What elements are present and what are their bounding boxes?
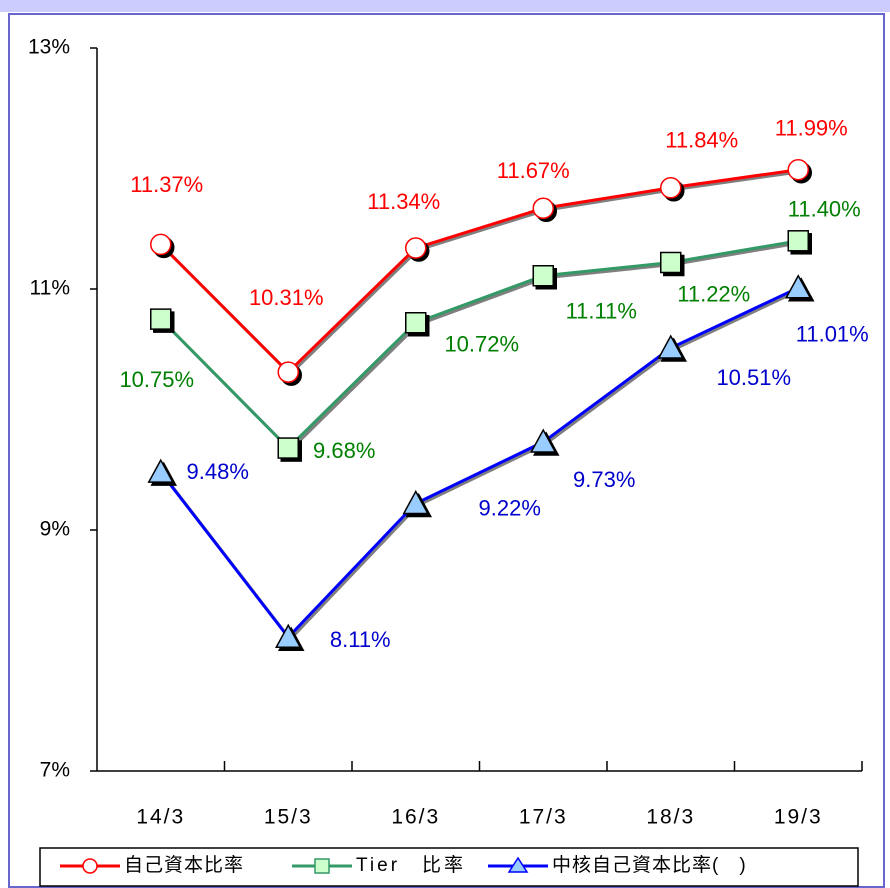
marker bbox=[147, 458, 175, 483]
value-label: 11.84% bbox=[665, 128, 738, 153]
top-band bbox=[0, 0, 890, 12]
marker bbox=[787, 230, 809, 252]
marker bbox=[657, 334, 685, 359]
value-label: 9.22% bbox=[479, 495, 541, 520]
marker bbox=[405, 237, 427, 259]
marker bbox=[784, 274, 812, 299]
y-tick-label: 7% bbox=[40, 759, 70, 782]
x-tick-label: 19/3 bbox=[774, 806, 823, 829]
marker bbox=[532, 197, 554, 220]
marker bbox=[660, 251, 682, 274]
legend-label: 中核自己資本比率( ) bbox=[552, 854, 747, 876]
x-tick-label: 15/3 bbox=[264, 806, 313, 829]
value-label: 11.67% bbox=[497, 158, 570, 183]
y-tick-label: 11% bbox=[30, 277, 70, 300]
legend-marker bbox=[82, 858, 98, 874]
marker bbox=[274, 623, 302, 648]
x-tick-label: 16/3 bbox=[391, 806, 440, 829]
x-tick-label: 14/3 bbox=[136, 806, 185, 829]
marker bbox=[402, 489, 430, 515]
y-tick-label: 9% bbox=[40, 518, 70, 541]
marker bbox=[660, 177, 682, 199]
value-label: 10.72% bbox=[444, 332, 519, 357]
value-label: 10.31% bbox=[249, 285, 324, 310]
frame bbox=[8, 13, 885, 888]
marker bbox=[405, 311, 427, 334]
marker bbox=[529, 428, 557, 453]
marker bbox=[787, 158, 809, 181]
series-line bbox=[159, 286, 799, 640]
value-label: 9.73% bbox=[573, 467, 635, 492]
legend-marker bbox=[507, 856, 529, 873]
marker bbox=[532, 264, 554, 287]
value-label: 9.68% bbox=[313, 438, 375, 463]
marker bbox=[277, 437, 299, 459]
value-label: 11.22% bbox=[677, 281, 750, 306]
value-label: 11.37% bbox=[130, 172, 203, 197]
marker bbox=[150, 308, 172, 330]
value-label: 11.11% bbox=[566, 299, 637, 324]
legend-marker bbox=[314, 858, 330, 874]
value-label: 11.40% bbox=[788, 197, 861, 222]
value-label: 8.11% bbox=[330, 627, 391, 652]
value-label: 10.75% bbox=[119, 367, 194, 392]
series-line bbox=[159, 168, 799, 375]
marker bbox=[277, 361, 299, 383]
value-label: 11.99% bbox=[775, 116, 848, 141]
legend-label: 自己資本比率 bbox=[124, 854, 244, 876]
legend-label: Tier 比率 bbox=[356, 854, 466, 876]
marker bbox=[150, 233, 172, 256]
legend-box bbox=[39, 847, 859, 887]
y-tick-label: 13% bbox=[28, 36, 70, 59]
value-label: 9.48% bbox=[187, 459, 249, 484]
value-label: 10.51% bbox=[716, 365, 791, 390]
value-label: 11.34% bbox=[367, 189, 440, 214]
series-line bbox=[159, 239, 799, 451]
x-tick-label: 18/3 bbox=[646, 806, 695, 829]
x-tick-label: 17/3 bbox=[519, 806, 568, 829]
value-label: 11.01% bbox=[796, 322, 869, 347]
